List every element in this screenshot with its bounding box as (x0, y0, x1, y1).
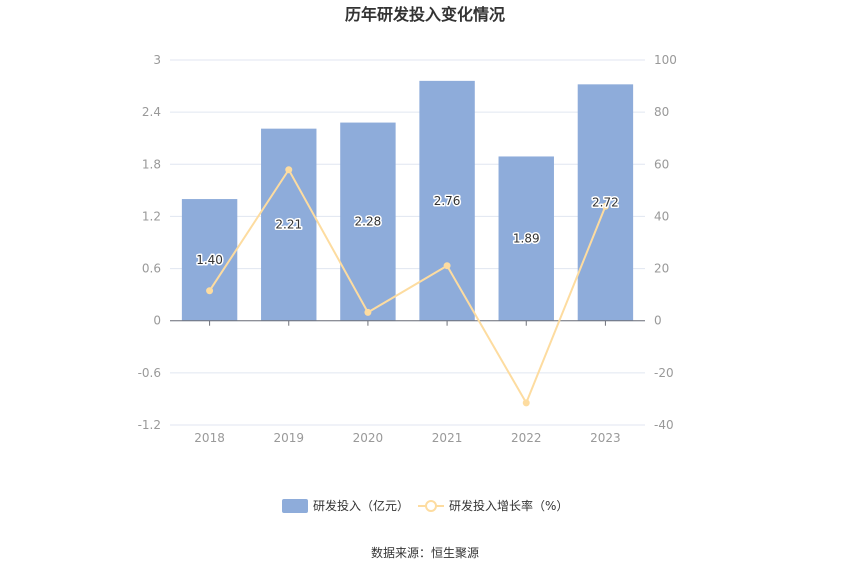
growth-point (285, 166, 293, 174)
bar-data-labels: 1.40 2.21 2.28 2.76 1.89 2.72 (195, 192, 621, 268)
y-right-tick-label: 60 (654, 157, 669, 171)
x-tick-label: 2020 (353, 431, 384, 445)
x-axis: 2018 2019 2020 2021 2022 2023 (170, 320, 645, 445)
growth-line (208, 167, 607, 406)
source-note: 数据来源：恒生聚源 (371, 545, 479, 560)
legend-bar-swatch[interactable] (282, 499, 308, 513)
legend[interactable]: 研发投入（亿元） 研发投入增长率（%） (282, 498, 568, 513)
x-tick-label: 2022 (511, 431, 542, 445)
bar (340, 122, 396, 321)
bar-data-label: 2.72 (592, 196, 619, 210)
line-series (206, 166, 609, 407)
y-left-tick-label: 3 (153, 53, 161, 67)
legend-line-label[interactable]: 研发投入增长率（%） (449, 498, 568, 513)
bar-data-label: 2.76 (434, 194, 461, 208)
y-left-tick-label: 1.2 (142, 209, 161, 223)
x-tick-label: 2021 (432, 431, 463, 445)
y-left-tick-label: 0 (153, 314, 161, 328)
bar-data-label: 1.89 (513, 232, 540, 246)
y-right-tick-label: 80 (654, 105, 669, 119)
growth-point (522, 399, 530, 407)
legend-bar-label[interactable]: 研发投入（亿元） (313, 498, 409, 513)
y-left-tick-label: -0.6 (138, 366, 161, 380)
growth-point (364, 308, 372, 316)
bar (181, 199, 238, 321)
y-right-tick-label: 40 (654, 209, 669, 223)
legend-line-marker[interactable] (425, 500, 437, 512)
y-right-tick-label: -20 (654, 366, 674, 380)
x-tick-label: 2023 (590, 431, 621, 445)
y-axis-right: 100 80 60 40 20 0 -20 -40 (654, 53, 677, 432)
y-right-tick-label: 100 (654, 53, 677, 67)
x-tick-label: 2018 (194, 431, 225, 445)
chart-title: 历年研发投入变化情况 (345, 5, 505, 24)
y-axis-left: 3 2.4 1.8 1.2 0.6 0 -0.6 -1.2 (138, 53, 161, 432)
bar-series (181, 80, 634, 321)
growth-point (601, 202, 609, 210)
bar (261, 128, 317, 321)
x-tick-label: 2019 (273, 431, 304, 445)
bar (419, 80, 475, 321)
y-right-tick-label: 0 (654, 314, 662, 328)
bar-data-label: 2.28 (355, 215, 382, 229)
bar (577, 84, 634, 321)
y-right-tick-label: -40 (654, 418, 674, 432)
bar (498, 156, 554, 321)
bar-data-label: 2.21 (275, 218, 302, 232)
y-left-tick-label: -1.2 (138, 418, 161, 432)
growth-point (206, 287, 214, 295)
y-left-tick-label: 1.8 (142, 157, 161, 171)
y-right-tick-label: 20 (654, 262, 669, 276)
y-left-tick-label: 2.4 (142, 105, 161, 119)
growth-point (443, 262, 451, 270)
bar-data-label: 1.40 (196, 253, 223, 267)
y-left-tick-label: 0.6 (142, 262, 161, 276)
